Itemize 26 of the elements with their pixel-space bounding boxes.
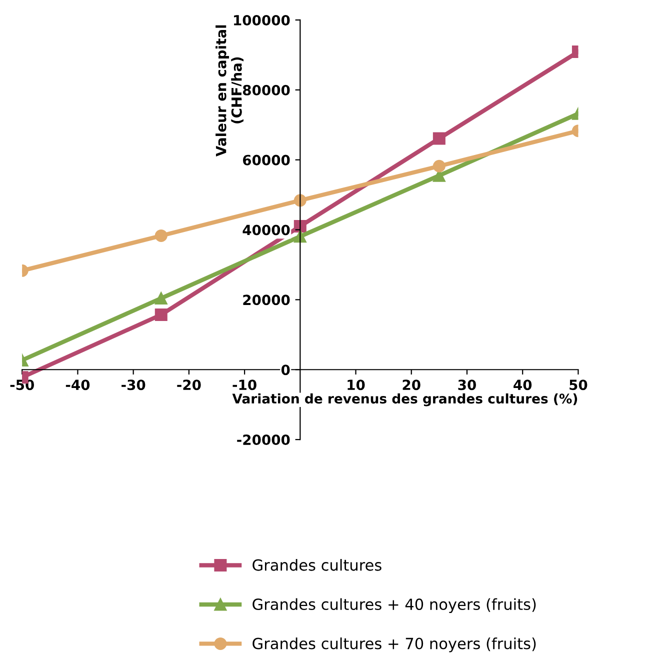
point xyxy=(294,220,306,233)
point xyxy=(294,194,306,207)
legend-label: Grandes cultures + 40 noyers (fruits) xyxy=(252,598,536,614)
y-tick-label: 0 xyxy=(281,364,290,376)
x-axis-title: Variation de revenus des grandes cultures (%) xyxy=(232,393,578,406)
y-tick-label: 60000 xyxy=(242,154,290,166)
legend-label: Grandes cultures + 70 noyers (fruits) xyxy=(252,637,536,652)
y-tick-label: 80000 xyxy=(242,84,290,96)
x-tick-label: -40 xyxy=(66,380,90,390)
x-tick-label: 40 xyxy=(514,380,532,390)
y-axis-title: Valeur en capital (CHF/ha) xyxy=(216,25,244,156)
x-tick-label: 10 xyxy=(348,380,365,390)
x-tick-label: 20 xyxy=(402,380,420,390)
point xyxy=(432,160,446,172)
y-tick-label: 100000 xyxy=(234,14,290,26)
x-tick-label: -10 xyxy=(232,380,256,390)
y-tick-label: 40000 xyxy=(242,224,290,236)
y-tick-label: 20000 xyxy=(243,294,290,306)
point xyxy=(294,230,306,243)
x-tick-label: 50 xyxy=(570,380,588,390)
point xyxy=(432,132,446,145)
x-tick-label: -30 xyxy=(122,380,146,390)
x-tick-label: -20 xyxy=(177,380,201,390)
y-tick-label: -20000 xyxy=(237,434,290,446)
x-tick-label: 30 xyxy=(458,380,476,390)
legend-label: Grandes cultures xyxy=(252,559,382,571)
